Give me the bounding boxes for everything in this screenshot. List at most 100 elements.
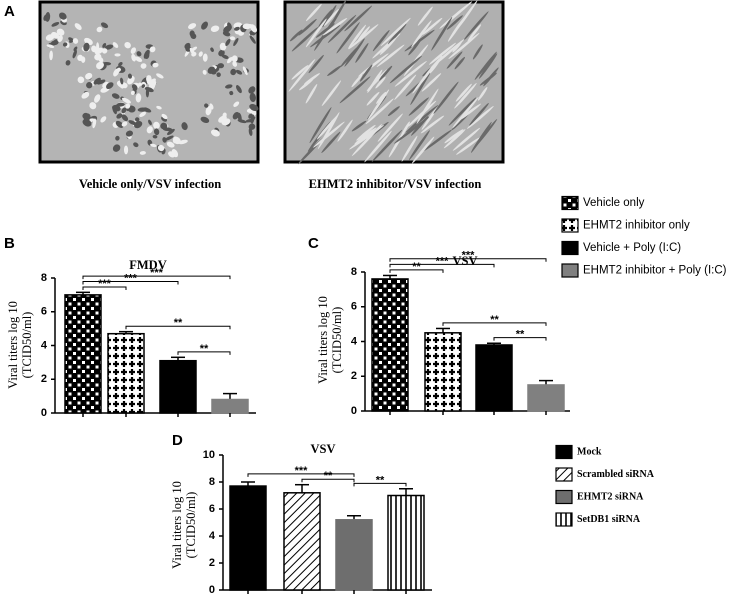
cell	[219, 42, 227, 51]
cell	[106, 82, 114, 90]
bar	[335, 519, 373, 591]
cell	[134, 117, 140, 122]
cell	[77, 76, 85, 84]
significance-label: ***	[436, 255, 450, 267]
cell	[112, 144, 121, 152]
cell	[248, 123, 256, 130]
cell	[467, 24, 482, 42]
cell	[408, 97, 429, 116]
cell	[327, 0, 347, 32]
cell	[365, 98, 394, 125]
bar	[107, 332, 145, 414]
cell	[367, 69, 383, 93]
cell	[313, 121, 345, 148]
cell	[157, 144, 165, 152]
legend-label: EHMT2 inhibitor + Poly (I:C)	[583, 265, 727, 277]
cell	[248, 113, 253, 119]
cell	[74, 23, 82, 30]
cell	[96, 79, 106, 85]
cell	[226, 57, 233, 64]
cell	[164, 135, 174, 141]
legend-label: EHMT2 siRNA	[577, 491, 644, 502]
cell	[168, 151, 176, 158]
cell	[150, 143, 157, 148]
cell	[351, 74, 363, 88]
significance-label: ***	[98, 278, 112, 290]
cell	[210, 129, 220, 137]
cell	[53, 39, 59, 45]
cell	[188, 23, 197, 30]
legend-label: Mock	[577, 446, 602, 457]
cell	[454, 82, 477, 109]
cell	[202, 69, 207, 75]
cell	[324, 9, 339, 26]
y-axis-label: (TCID50/ml)	[20, 312, 34, 379]
significance-bracket	[247, 473, 355, 477]
cell	[377, 113, 403, 142]
cell	[305, 3, 322, 22]
y-tick-label: 4	[209, 530, 216, 542]
cell	[242, 23, 252, 30]
cell	[162, 127, 173, 132]
cell	[210, 25, 220, 33]
cell	[411, 20, 432, 48]
cell	[77, 54, 84, 62]
cell	[474, 51, 497, 80]
cell	[121, 121, 128, 127]
y-tick-label: 0	[41, 407, 47, 419]
cell	[45, 34, 55, 41]
cell	[242, 66, 248, 76]
cell	[133, 142, 139, 148]
cell	[428, 42, 456, 65]
significance-label: **	[376, 474, 385, 486]
legend-swatch	[555, 512, 573, 527]
cell	[387, 106, 400, 117]
bar	[371, 278, 409, 412]
cell	[400, 121, 410, 138]
legend-label: Vehicle only	[583, 197, 645, 209]
y-tick-label: 8	[351, 266, 357, 278]
cell	[225, 38, 231, 47]
chart-title: VSV	[310, 442, 335, 456]
cell	[336, 22, 360, 54]
cell	[207, 66, 216, 74]
significance-label: **	[490, 314, 499, 326]
cell	[96, 26, 103, 33]
cell	[452, 127, 481, 151]
cell	[249, 92, 256, 103]
cell	[452, 97, 479, 129]
cell	[125, 130, 133, 137]
cell	[412, 58, 440, 94]
cell	[422, 129, 453, 152]
significance-bracket	[301, 478, 355, 483]
cell	[288, 58, 316, 92]
cell	[249, 104, 259, 112]
cell	[198, 51, 203, 57]
legend-swatch	[561, 218, 579, 233]
cell	[237, 112, 242, 123]
bar	[229, 485, 267, 591]
cell	[121, 97, 131, 104]
significance-label: **	[516, 329, 525, 341]
cell	[348, 24, 379, 50]
cell	[130, 47, 137, 54]
cell	[149, 46, 156, 53]
cell	[216, 72, 221, 78]
cell	[222, 31, 231, 37]
bar	[64, 294, 102, 414]
y-axis-label: Viral titers log 10	[316, 296, 330, 384]
cell	[380, 17, 411, 47]
cell	[57, 35, 63, 43]
legend-swatch	[561, 195, 579, 211]
cell	[367, 89, 390, 120]
chart-title: FMDV	[129, 258, 167, 272]
cell	[231, 55, 238, 62]
cell	[344, 38, 365, 67]
cell	[166, 141, 175, 148]
y-tick-label: 10	[203, 449, 215, 461]
cell	[73, 46, 78, 52]
cell	[204, 103, 209, 108]
significance-bracket	[389, 263, 495, 268]
cell	[317, 112, 340, 150]
